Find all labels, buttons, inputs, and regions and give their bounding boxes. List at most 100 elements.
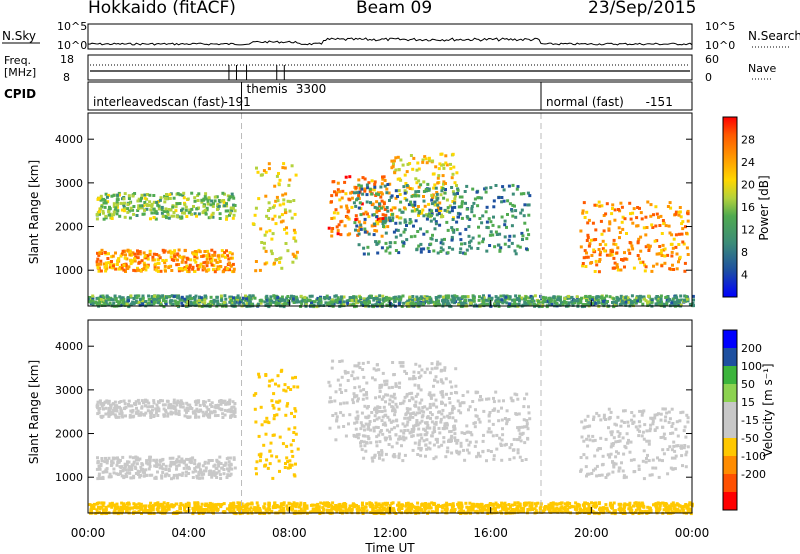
echo-cell — [526, 191, 530, 195]
echo-cell — [488, 301, 492, 305]
echo-cell — [393, 241, 397, 245]
echo-cell — [156, 203, 160, 207]
echo-cell — [527, 405, 530, 409]
echo-cell — [465, 215, 469, 219]
echo-cell — [149, 208, 153, 212]
echo-cell — [608, 455, 612, 459]
echo-cell — [173, 405, 177, 409]
echo-cell — [614, 440, 618, 444]
echo-cell — [414, 394, 418, 398]
echo-cell — [462, 295, 466, 299]
echo-cell — [549, 298, 553, 302]
echo-cell — [412, 427, 416, 431]
echo-cell — [410, 203, 414, 207]
echo-cell — [408, 218, 412, 221]
echo-cell — [585, 210, 589, 214]
echo-cell — [245, 297, 249, 301]
echo-cell — [413, 383, 417, 387]
echo-cell — [197, 206, 200, 210]
echo-cell — [592, 248, 596, 252]
echo-cell — [670, 301, 674, 305]
echo-cell — [449, 439, 453, 443]
echo-cell — [167, 216, 171, 220]
echo-cell — [131, 456, 135, 460]
echo-cell — [345, 206, 349, 210]
echo-cell — [214, 406, 218, 410]
echo-cell — [415, 295, 419, 299]
echo-cell — [424, 443, 428, 447]
echo-cell — [231, 216, 235, 220]
echo-cell — [419, 183, 423, 187]
echo-cell — [205, 197, 209, 201]
echo-cell — [485, 249, 489, 253]
echo-cell — [301, 297, 305, 301]
echo-cell — [452, 216, 455, 220]
echo-cell — [611, 250, 614, 254]
echo-cell — [586, 233, 590, 237]
echo-cell — [178, 298, 182, 302]
echo-cell — [293, 474, 297, 478]
echo-cell — [414, 400, 418, 404]
echo-cell — [431, 193, 435, 197]
echo-cell — [485, 225, 489, 229]
echo-cell — [230, 302, 234, 305]
echo-cell — [232, 296, 235, 300]
echo-cell — [464, 302, 468, 306]
echo-cell — [104, 261, 108, 265]
echo-cell — [614, 243, 618, 246]
echo-cell — [489, 220, 493, 224]
echo-cell — [228, 295, 232, 299]
echo-cell — [477, 241, 481, 245]
echo-cell — [523, 425, 526, 429]
echo-cell — [511, 298, 515, 302]
echo-cell — [422, 232, 426, 236]
echo-cell — [452, 299, 456, 303]
echo-cell — [356, 376, 360, 380]
echo-cell — [354, 427, 358, 431]
echo-cell — [117, 193, 121, 197]
echo-cell — [498, 436, 502, 440]
echo-cell — [388, 216, 391, 220]
echo-cell — [620, 205, 624, 209]
echo-cell — [178, 193, 182, 197]
echo-cell — [566, 510, 570, 514]
echo-cell — [439, 390, 443, 394]
echo-cell — [254, 269, 258, 273]
echo-cell — [408, 377, 412, 381]
echo-cell — [639, 249, 643, 253]
echo-cell — [376, 251, 380, 255]
echo-cell — [142, 204, 146, 208]
echo-cell — [439, 215, 443, 219]
echo-cell — [94, 301, 98, 305]
echo-cell — [137, 510, 140, 514]
echo-cell — [519, 211, 523, 215]
echo-cell — [611, 301, 614, 304]
echo-cell — [480, 221, 484, 225]
echo-cell — [191, 456, 195, 460]
echo-cell — [616, 246, 620, 250]
echo-cell — [403, 416, 407, 420]
echo-cell — [512, 456, 516, 460]
echo-cell — [622, 474, 626, 478]
echo-cell — [513, 249, 517, 253]
echo-cell — [114, 251, 117, 255]
echo-cell — [503, 235, 507, 239]
echo-cell — [616, 415, 620, 419]
echo-cell — [463, 252, 467, 256]
echo-cell — [430, 420, 434, 424]
echo-cell — [432, 249, 436, 253]
echo-cell — [339, 402, 342, 406]
echo-cell — [469, 246, 473, 250]
echo-cell — [161, 403, 165, 407]
echo-cell — [630, 418, 634, 422]
echo-cell — [422, 439, 426, 443]
echo-cell — [430, 202, 434, 206]
echo-cell — [182, 211, 186, 215]
echo-cell — [363, 428, 366, 432]
echo-cell — [104, 299, 108, 303]
echo-cell — [340, 391, 343, 394]
echo-cell — [264, 303, 268, 307]
echo-cell — [288, 459, 292, 463]
echo-cell — [102, 262, 106, 266]
echo-cell — [419, 446, 423, 450]
